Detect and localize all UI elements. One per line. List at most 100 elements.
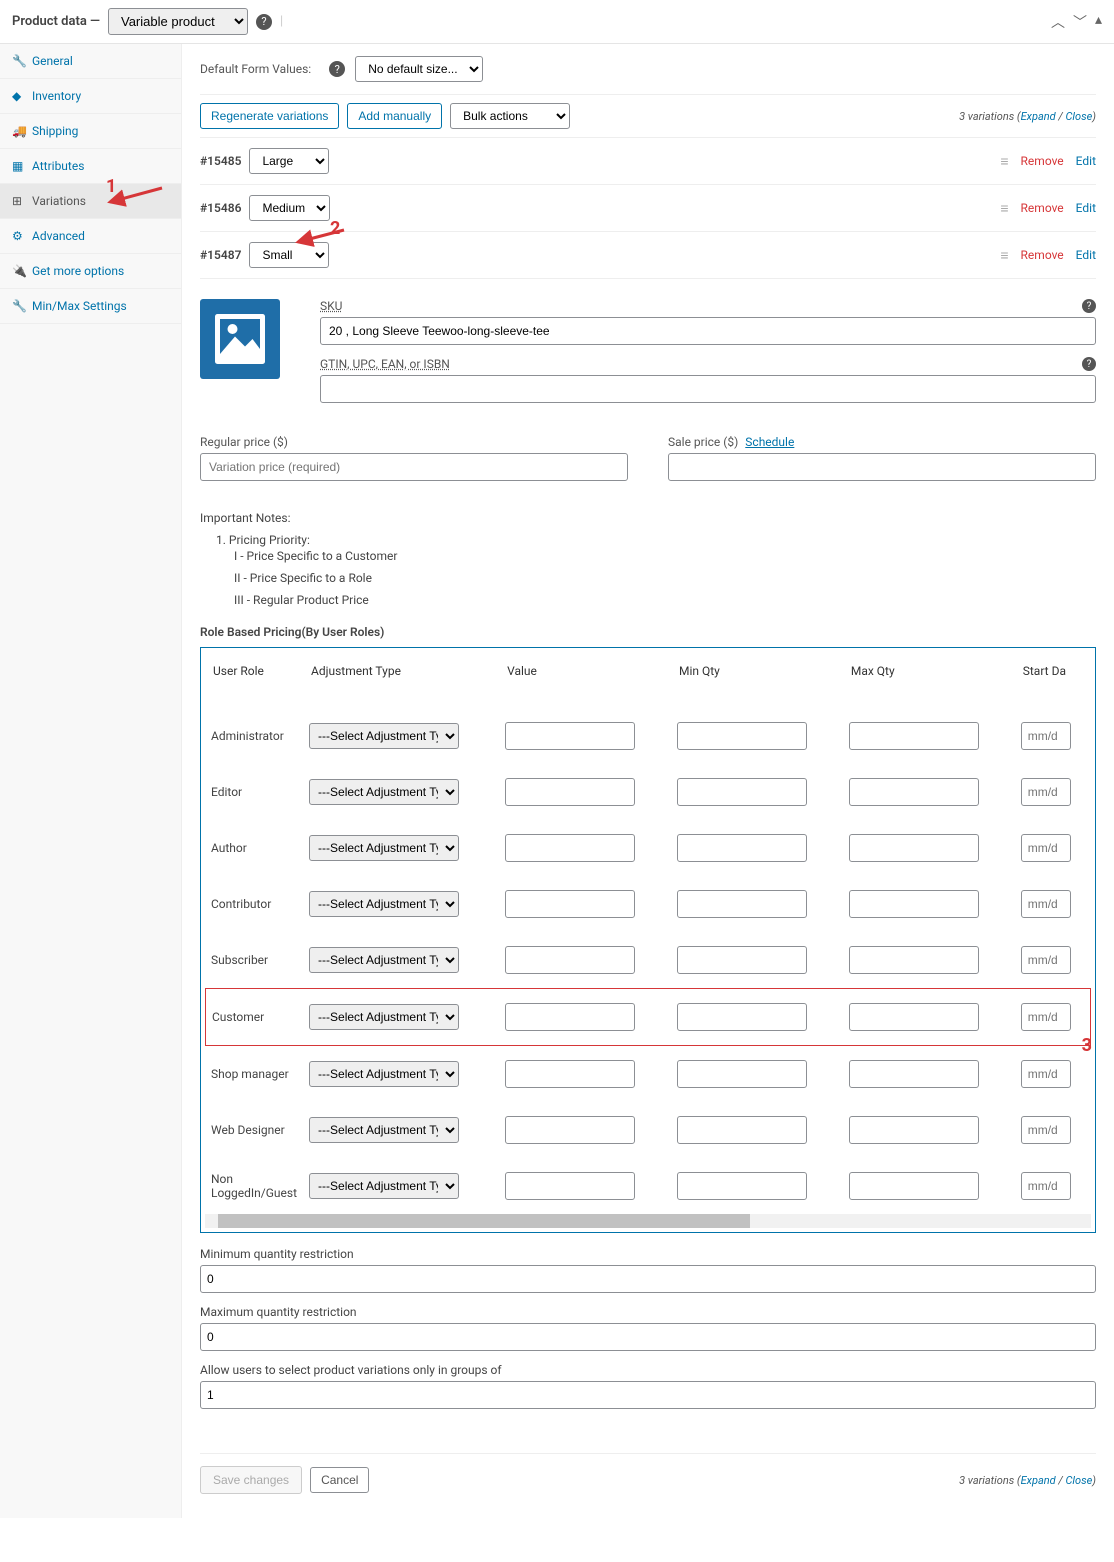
adjustment-type-select[interactable]: ---Select Adjustment Type--- xyxy=(309,779,459,805)
adjustment-type-select[interactable]: ---Select Adjustment Type--- xyxy=(309,1173,459,1199)
add-manually-button[interactable]: Add manually xyxy=(347,103,442,129)
value-input[interactable] xyxy=(505,1003,635,1031)
remove-link[interactable]: Remove xyxy=(1021,201,1064,215)
start-date-input[interactable] xyxy=(1021,834,1071,862)
rbp-row: Administrator ---Select Adjustment Type-… xyxy=(205,708,1091,764)
sidebar-tab-shipping[interactable]: 🚚Shipping xyxy=(0,114,181,149)
min-qty-input[interactable] xyxy=(677,946,807,974)
sidebar-tab-minmax[interactable]: 🔧Min/Max Settings xyxy=(0,289,181,324)
default-form-select[interactable]: No default size... xyxy=(355,56,483,82)
chevron-down-icon[interactable]: ﹀ xyxy=(1073,12,1087,32)
save-changes-button[interactable]: Save changes xyxy=(200,1466,302,1494)
sidebar-tab-general[interactable]: 🔧General xyxy=(0,44,181,79)
max-qty-input[interactable] xyxy=(200,1323,1096,1351)
sku-input[interactable] xyxy=(320,317,1096,345)
adjustment-type-select[interactable]: ---Select Adjustment Type--- xyxy=(309,1004,459,1030)
rbp-row: Customer ---Select Adjustment Type--- xyxy=(205,988,1091,1046)
start-date-input[interactable] xyxy=(1021,1172,1071,1200)
product-type-select[interactable]: Variable product xyxy=(108,8,248,35)
min-qty-input[interactable] xyxy=(677,1060,807,1088)
start-date-input[interactable] xyxy=(1021,1003,1071,1031)
remove-link[interactable]: Remove xyxy=(1021,154,1064,168)
help-icon[interactable]: ? xyxy=(1082,357,1096,371)
max-qty-input[interactable] xyxy=(849,778,979,806)
variation-size-select[interactable]: Small xyxy=(249,242,329,268)
max-qty-input[interactable] xyxy=(849,1060,979,1088)
adjustment-type-select[interactable]: ---Select Adjustment Type--- xyxy=(309,1061,459,1087)
expand-link[interactable]: Expand xyxy=(1021,1474,1056,1487)
edit-link[interactable]: Edit xyxy=(1076,154,1096,168)
rbp-row: Author ---Select Adjustment Type--- xyxy=(205,820,1091,876)
edit-link[interactable]: Edit xyxy=(1076,201,1096,215)
adjustment-type-select[interactable]: ---Select Adjustment Type--- xyxy=(309,891,459,917)
adjustment-type-select[interactable]: ---Select Adjustment Type--- xyxy=(309,1117,459,1143)
value-input[interactable] xyxy=(505,1116,635,1144)
sidebar-tab-more[interactable]: 🔌Get more options xyxy=(0,254,181,289)
value-input[interactable] xyxy=(505,834,635,862)
max-qty-input[interactable] xyxy=(849,722,979,750)
remove-link[interactable]: Remove xyxy=(1021,248,1064,262)
horizontal-scrollbar[interactable] xyxy=(205,1214,1091,1228)
min-qty-input[interactable] xyxy=(677,778,807,806)
start-date-input[interactable] xyxy=(1021,778,1071,806)
value-input[interactable] xyxy=(505,946,635,974)
value-input[interactable] xyxy=(505,722,635,750)
sidebar-tab-attributes[interactable]: ▦Attributes xyxy=(0,149,181,184)
max-qty-input[interactable] xyxy=(849,1003,979,1031)
min-qty-input[interactable] xyxy=(677,890,807,918)
min-qty-input[interactable] xyxy=(677,722,807,750)
value-input[interactable] xyxy=(505,1172,635,1200)
drag-icon[interactable]: ≡ xyxy=(1000,200,1008,217)
value-input[interactable] xyxy=(505,890,635,918)
variation-image-placeholder[interactable] xyxy=(200,299,280,379)
start-date-input[interactable] xyxy=(1021,890,1071,918)
max-qty-input[interactable] xyxy=(849,834,979,862)
help-icon[interactable]: ? xyxy=(1082,299,1096,313)
adjustment-type-select[interactable]: ---Select Adjustment Type--- xyxy=(309,835,459,861)
help-icon[interactable]: ? xyxy=(256,14,272,30)
cancel-button[interactable]: Cancel xyxy=(310,1467,369,1493)
start-date-input[interactable] xyxy=(1021,946,1071,974)
min-qty-input[interactable] xyxy=(200,1265,1096,1293)
value-input[interactable] xyxy=(505,1060,635,1088)
variation-size-select[interactable]: Medium xyxy=(249,195,330,221)
rbp-row: Editor ---Select Adjustment Type--- xyxy=(205,764,1091,820)
expand-link[interactable]: Expand xyxy=(1021,110,1056,123)
sidebar-tab-inventory[interactable]: ◆Inventory xyxy=(0,79,181,114)
min-qty-input[interactable] xyxy=(677,1003,807,1031)
sidebar-tab-variations[interactable]: ⊞Variations xyxy=(0,184,181,219)
max-qty-input[interactable] xyxy=(849,946,979,974)
start-date-input[interactable] xyxy=(1021,1060,1071,1088)
max-qty-input[interactable] xyxy=(849,890,979,918)
adjustment-type-select[interactable]: ---Select Adjustment Type--- xyxy=(309,723,459,749)
max-qty-input[interactable] xyxy=(849,1116,979,1144)
chevron-up-icon[interactable]: ︿ xyxy=(1051,12,1065,32)
rbp-row: Web Designer ---Select Adjustment Type--… xyxy=(205,1102,1091,1158)
adjustment-type-select[interactable]: ---Select Adjustment Type--- xyxy=(309,947,459,973)
variation-size-select[interactable]: Large xyxy=(249,148,329,174)
gtin-input[interactable] xyxy=(320,375,1096,403)
drag-icon[interactable]: ≡ xyxy=(1000,247,1008,264)
drag-icon[interactable]: ≡ xyxy=(1000,153,1008,170)
bulk-actions-select[interactable]: Bulk actions xyxy=(450,103,570,129)
max-qty-input[interactable] xyxy=(849,1172,979,1200)
regular-price-input[interactable] xyxy=(200,453,628,481)
help-icon[interactable]: ? xyxy=(329,61,345,77)
sidebar-tab-advanced[interactable]: ⚙Advanced xyxy=(0,219,181,254)
close-link[interactable]: Close xyxy=(1065,110,1092,123)
rbp-scroll[interactable]: User Role Adjustment Type Value Min Qty … xyxy=(205,652,1091,1214)
sale-price-input[interactable] xyxy=(668,453,1096,481)
value-input[interactable] xyxy=(505,778,635,806)
min-qty-input[interactable] xyxy=(677,1172,807,1200)
group-qty-input[interactable] xyxy=(200,1381,1096,1409)
close-link[interactable]: Close xyxy=(1065,1474,1092,1487)
start-date-input[interactable] xyxy=(1021,1116,1071,1144)
min-qty-input[interactable] xyxy=(677,1116,807,1144)
edit-link[interactable]: Edit xyxy=(1076,248,1096,262)
min-qty-input[interactable] xyxy=(677,834,807,862)
regenerate-button[interactable]: Regenerate variations xyxy=(200,103,339,129)
schedule-link[interactable]: Schedule xyxy=(745,435,794,449)
start-date-input[interactable] xyxy=(1021,722,1071,750)
divider: | xyxy=(280,14,283,29)
caret-up-icon[interactable]: ▴ xyxy=(1095,12,1102,32)
